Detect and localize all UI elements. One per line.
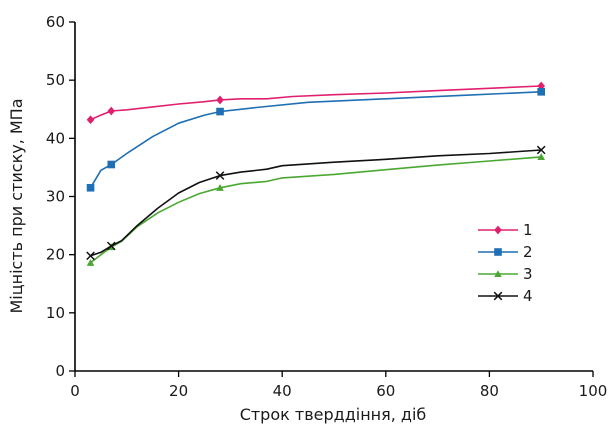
y-axis-title: Міцність при стиску, МПа [7, 98, 26, 313]
series-4-point [536, 145, 546, 155]
series-3-point [537, 153, 545, 160]
series-2-point [216, 107, 224, 116]
series-2-point [86, 183, 95, 192]
series-3-line [90, 156, 542, 264]
legend-label: 4 [523, 287, 533, 305]
y-tick-label: 40 [46, 129, 65, 147]
legend-marker [494, 248, 502, 256]
y-tick-label: 60 [46, 13, 65, 31]
x-tick-label: 60 [376, 382, 395, 400]
series-2 [86, 88, 545, 192]
series-layer [86, 81, 546, 266]
y-tick-label: 50 [46, 71, 65, 89]
legend-marker [494, 270, 502, 278]
series-4 [86, 145, 546, 261]
series-4-line [90, 149, 542, 257]
x-tick-label: 0 [70, 382, 80, 400]
x-tick-label: 80 [480, 382, 499, 400]
x-tick-label: 40 [273, 382, 292, 400]
y-tick-label: 0 [55, 362, 65, 380]
series-2-point [537, 88, 545, 96]
series-3-point [86, 259, 95, 266]
legend-item-4: 4 [478, 287, 533, 305]
series-4-point [106, 241, 116, 251]
legend-label: 2 [523, 243, 533, 261]
x-tick-label: 20 [169, 382, 188, 400]
legend: 1 2 3 4 [478, 221, 533, 305]
series-4-point [215, 171, 225, 180]
series-4-point [86, 251, 95, 261]
x-tick-label: 100 [579, 382, 608, 400]
series-2-point [107, 160, 116, 169]
series-1-point [86, 115, 95, 125]
y-tick-label: 10 [46, 304, 65, 322]
series-1-point [107, 106, 116, 116]
legend-item-1: 1 [478, 221, 533, 239]
legend-label: 3 [523, 265, 533, 283]
series-1-line [90, 85, 542, 121]
legend-label: 1 [523, 221, 533, 239]
series-1-point [216, 95, 224, 105]
legend-item-2: 2 [478, 243, 533, 261]
legend-item-3: 3 [478, 265, 533, 283]
x-axis-title: Строк тверддіння, діб [240, 405, 427, 424]
axes: 0 10 20 30 40 50 60 0 20 40 60 80 100 [46, 13, 607, 400]
series-1 [86, 81, 545, 125]
legend-marker [494, 225, 502, 235]
legend-marker [493, 291, 503, 301]
y-tick-label: 30 [46, 188, 65, 206]
y-tick-label: 20 [46, 246, 65, 264]
series-3-point [216, 183, 224, 191]
